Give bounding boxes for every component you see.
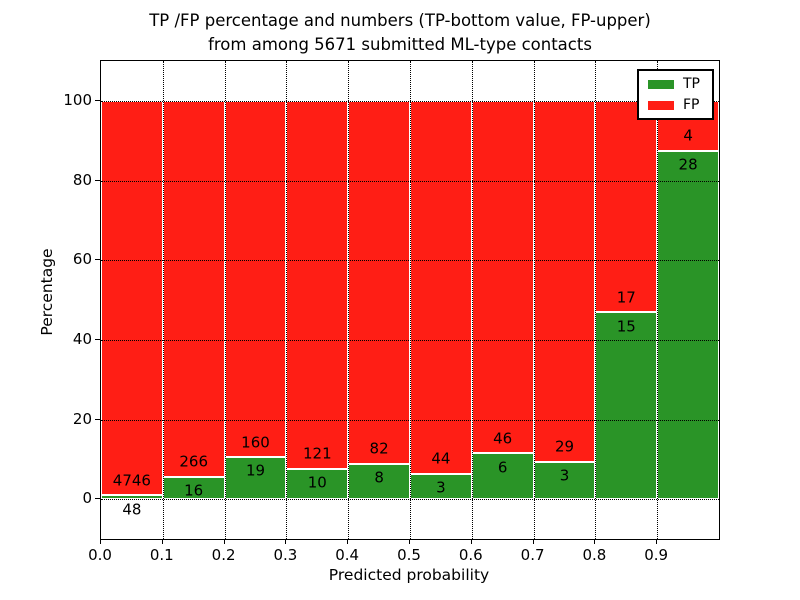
y-tick-label: 40 (72, 329, 92, 348)
chart-title: TP /FP percentage and numbers (TP-bottom… (0, 9, 800, 57)
x-tick-label: 0.0 (88, 546, 112, 564)
x-axis-label: Predicted probability (328, 566, 490, 584)
x-gridline (657, 61, 659, 539)
y-tick-mark (95, 99, 100, 101)
fp-count-label: 82 (369, 439, 389, 458)
x-gridline (348, 61, 350, 539)
x-gridline (162, 61, 164, 539)
fp-bar-segment (101, 100, 163, 496)
tp-bar-segment (657, 150, 719, 500)
x-tick-mark (347, 539, 349, 544)
tp-count-label: 3 (559, 466, 570, 485)
chart-title-line-1: TP /FP percentage and numbers (TP-bottom… (149, 11, 651, 30)
bar-labels-layer: 4746 48 266 16 160 19 121 10 82 8 44 3 46 6 29 3 17 15 4 28 (101, 61, 719, 539)
tp-count-label: 48 (122, 500, 142, 519)
x-tick-mark (161, 539, 163, 544)
fp-legend-swatch (648, 100, 674, 110)
y-tick-label: 20 (72, 409, 92, 428)
fp-count-label: 4746 (112, 471, 151, 490)
legend-entry-tp: TP (648, 77, 700, 91)
bars-layer (101, 61, 719, 539)
x-gridline (410, 61, 411, 539)
tp-count-label: 10 (307, 473, 327, 492)
fp-count-label: 160 (241, 433, 270, 452)
legend-entry-fp: FP (648, 98, 700, 112)
x-tick-mark (594, 539, 596, 544)
x-tick-label: 0.7 (520, 546, 545, 564)
x-gridline (224, 61, 226, 539)
fp-count-label: 266 (179, 452, 209, 471)
x-tick-label: 0.9 (644, 546, 669, 564)
fp-count-label: 121 (302, 444, 332, 463)
x-tick-label: 0.8 (582, 546, 607, 564)
x-gridline (286, 61, 288, 539)
tp-bar-segment (410, 473, 472, 500)
tp-count-label: 19 (245, 461, 266, 480)
fp-bar-segment (533, 100, 596, 462)
tp-count-label: 15 (616, 317, 636, 336)
y-tick-mark (95, 418, 100, 420)
tp-legend-swatch (648, 79, 674, 89)
x-tick-mark (532, 539, 534, 544)
chart-title-line-2: from among 5671 submitted ML-type contac… (208, 35, 592, 54)
x-tick-label: 0.5 (397, 546, 421, 564)
x-tick-mark (285, 539, 287, 544)
fp-count-label: 46 (493, 429, 513, 448)
fp-count-label: 44 (431, 449, 451, 468)
y-tick-label: 0 (82, 489, 92, 508)
tp-count-label: 28 (678, 155, 698, 174)
tp-count-label: 16 (184, 481, 204, 500)
x-tick-mark (223, 539, 225, 544)
grid-layer (101, 61, 719, 539)
y-tick-mark (95, 338, 100, 340)
fp-bar-segment (595, 100, 658, 313)
y-tick-label: 100 (63, 90, 92, 109)
x-tick-mark (470, 539, 472, 544)
tp-bar-segment (101, 495, 163, 500)
x-tick-label: 0.2 (211, 546, 236, 564)
tp-count-label: 8 (374, 468, 384, 487)
x-tick-label: 0.1 (149, 546, 174, 564)
y-tick-label: 80 (72, 170, 92, 189)
x-tick-mark (409, 539, 410, 544)
tp-count-label: 6 (497, 458, 508, 477)
x-gridline (595, 61, 597, 539)
legend-label: TP (683, 76, 700, 92)
fp-count-label: 17 (616, 288, 636, 307)
fp-count-label: 4 (683, 126, 693, 145)
fp-count-label: 29 (554, 437, 575, 456)
fp-bar-segment (348, 100, 410, 464)
x-tick-label: 0.3 (273, 546, 298, 564)
x-gridline (533, 61, 535, 539)
tp-count-label: 3 (436, 478, 446, 497)
x-tick-label: 0.4 (335, 546, 360, 564)
legend-label: FP (683, 97, 700, 113)
tp-bar-segment (533, 461, 596, 500)
plot-area: 4746 48 266 16 160 19 121 10 82 8 44 3 46 6 29 3 17 15 4 28… (100, 60, 720, 540)
y-tick-mark (95, 498, 100, 500)
y-tick-label: 60 (72, 250, 92, 269)
legend: TP FP (637, 69, 714, 120)
x-tick-mark (100, 539, 101, 544)
x-tick-label: 0.6 (458, 546, 483, 564)
x-gridline (471, 61, 473, 539)
tp-bar-segment (595, 312, 658, 500)
y-tick-mark (95, 179, 100, 181)
x-tick-mark (656, 539, 658, 544)
y-tick-mark (95, 259, 100, 261)
fp-bar-segment (162, 100, 225, 477)
